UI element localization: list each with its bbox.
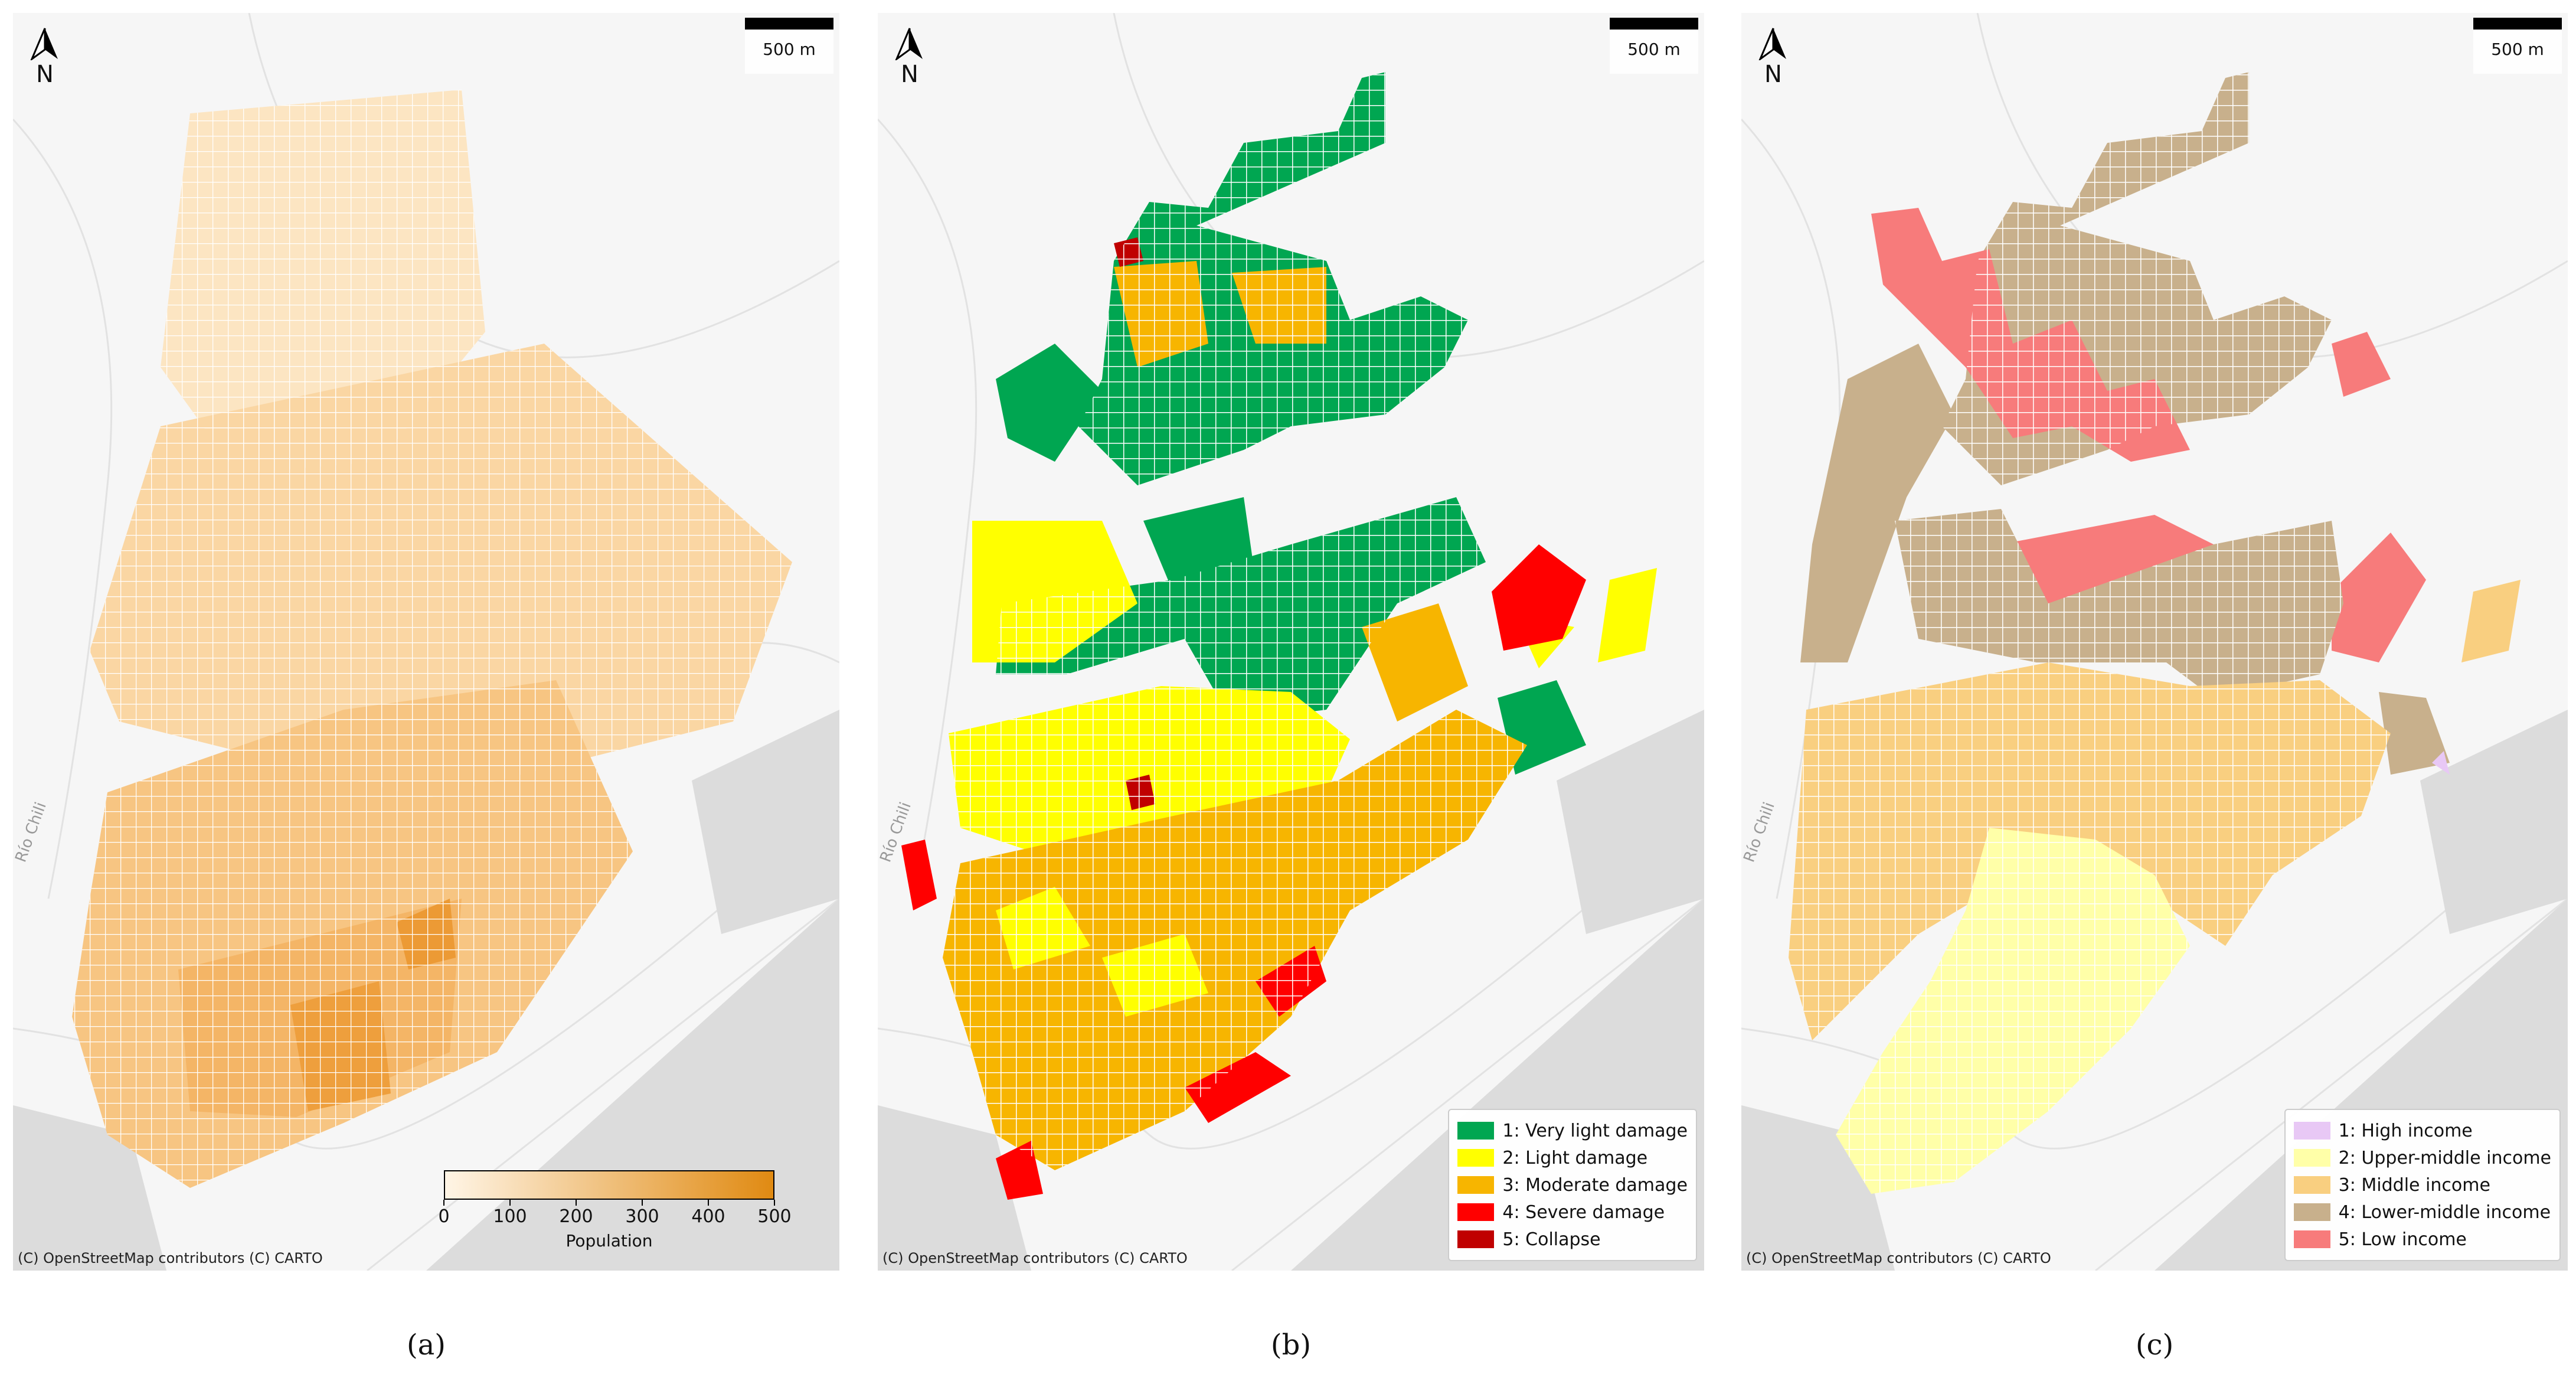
block-grid: [1789, 72, 2391, 1194]
caption-c: (c): [2135, 1328, 2174, 1362]
legend-swatch: [1457, 1122, 1495, 1140]
legend-item: 2: Upper-middle income: [2293, 1144, 2551, 1171]
population-map: Río Chili: [13, 13, 839, 1271]
scale-bar: 500 m: [1610, 18, 1698, 74]
legend-item: 4: Lower-middle income: [2293, 1199, 2551, 1226]
map-attribution: (C) OpenStreetMap contributors (C) CARTO: [18, 1250, 323, 1266]
legend-item: 4: Severe damage: [1457, 1199, 1688, 1226]
caption-b: (b): [1270, 1328, 1312, 1362]
legend-label: 3: Middle income: [2338, 1174, 2490, 1196]
north-label: N: [36, 61, 54, 88]
legend-item: 5: Low income: [2293, 1226, 2551, 1253]
north-arrow-icon: [30, 28, 58, 60]
legend-swatch: [1457, 1149, 1495, 1167]
river-label: Río Chili: [1741, 800, 1779, 865]
colorbar-tick-label: 300: [625, 1206, 659, 1227]
legend-label: 1: High income: [2338, 1120, 2473, 1141]
legend-label: 4: Severe damage: [1502, 1202, 1665, 1223]
legend-item: 1: Very light damage: [1457, 1117, 1688, 1144]
scale-bar-line: [745, 18, 833, 30]
north-label: N: [901, 61, 918, 88]
population-colorbar: 0 100 200 300 400 500 Population: [438, 1170, 792, 1253]
scale-bar-line: [1610, 18, 1698, 30]
colorbar-tick: [774, 1200, 775, 1206]
legend-swatch: [2293, 1122, 2330, 1140]
north-label: N: [1764, 61, 1782, 88]
colorbar-tick-label: 100: [493, 1206, 527, 1227]
map-panel-damage: Río Chili N 500 m 1: Very light damage 2:…: [878, 13, 1704, 1271]
north-arrow: N: [892, 27, 927, 92]
colorbar-gradient: [444, 1170, 774, 1200]
colorbar-tick-label: 400: [691, 1206, 725, 1227]
block-grid: [72, 90, 792, 1188]
north-arrow: N: [27, 27, 63, 92]
colorbar-tick-label: 200: [559, 1206, 593, 1227]
legend-label: 5: Collapse: [1502, 1229, 1601, 1250]
legend-label: 2: Upper-middle income: [2338, 1147, 2551, 1168]
colorbar-title: Population: [565, 1231, 653, 1251]
colorbar-tick-label: 500: [757, 1206, 792, 1227]
damage-legend: 1: Very light damage 2: Light damage 3: Mo…: [1448, 1109, 1697, 1261]
legend-label: 2: Light damage: [1502, 1147, 1648, 1168]
legend-item: 5: Collapse: [1457, 1226, 1688, 1253]
legend-swatch: [1457, 1176, 1495, 1194]
scale-bar-line: [2473, 18, 2562, 30]
colorbar-tick-label: 0: [438, 1206, 450, 1227]
colorbar-tick: [642, 1200, 643, 1206]
legend-label: 5: Low income: [2338, 1229, 2467, 1250]
legend-swatch: [2293, 1203, 2330, 1221]
legend-swatch: [1457, 1230, 1495, 1248]
colorbar-tick: [576, 1200, 577, 1206]
legend-label: 4: Lower-middle income: [2338, 1202, 2551, 1223]
river-label: Río Chili: [13, 800, 50, 865]
map-panel-population: Río Chili N 500 m 0 100 200 300 400 500 Popul…: [13, 13, 839, 1271]
scale-bar-label: 500 m: [2491, 40, 2544, 59]
north-arrow-icon: [895, 28, 923, 60]
block-grid: [943, 72, 1527, 1170]
income-map: Río Chili: [1741, 13, 2568, 1271]
income-legend: 1: High income 2: Upper-middle income 3: M…: [2284, 1109, 2561, 1261]
map-attribution: (C) OpenStreetMap contributors (C) CARTO: [1746, 1250, 2051, 1266]
legend-swatch: [2293, 1176, 2330, 1194]
map-panel-income: Río Chili N 500 m 1: High income 2: Upper…: [1741, 13, 2568, 1271]
legend-label: 1: Very light damage: [1502, 1120, 1688, 1141]
legend-item: 2: Light damage: [1457, 1144, 1688, 1171]
legend-swatch: [1457, 1203, 1495, 1221]
scale-bar-label: 500 m: [763, 40, 816, 59]
north-arrow-icon: [1758, 28, 1786, 60]
colorbar-tick: [708, 1200, 709, 1206]
legend-item: 3: Moderate damage: [1457, 1171, 1688, 1199]
damage-map: Río Chili: [878, 13, 1704, 1271]
scale-bar: 500 m: [2473, 18, 2562, 74]
colorbar-tick: [509, 1200, 511, 1206]
map-attribution: (C) OpenStreetMap contributors (C) CARTO: [882, 1250, 1188, 1266]
legend-swatch: [2293, 1149, 2330, 1167]
colorbar-tick: [443, 1200, 444, 1206]
legend-label: 3: Moderate damage: [1502, 1174, 1688, 1196]
scale-bar-label: 500 m: [1627, 40, 1681, 59]
legend-item: 3: Middle income: [2293, 1171, 2551, 1199]
caption-a: (a): [406, 1328, 446, 1362]
scale-bar: 500 m: [745, 18, 833, 74]
legend-item: 1: High income: [2293, 1117, 2551, 1144]
north-arrow: N: [1756, 27, 1791, 92]
legend-swatch: [2293, 1230, 2330, 1248]
